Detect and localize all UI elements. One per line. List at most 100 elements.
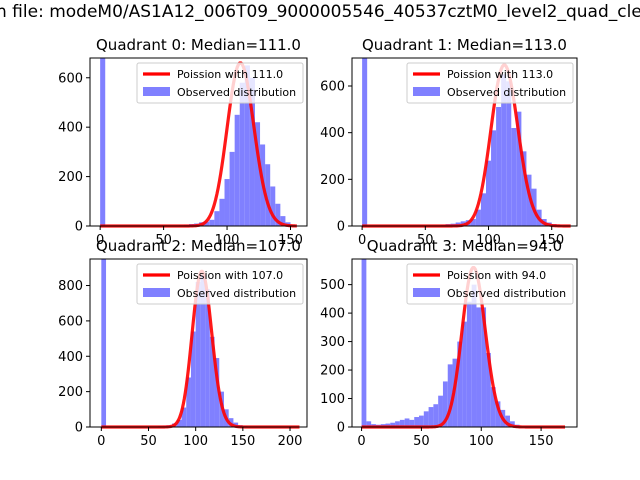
y-tick-label: 200 — [320, 173, 345, 188]
x-tick-label: 0 — [357, 434, 365, 449]
legend-fit-label: Poission with 94.0 — [447, 269, 546, 282]
legend-fit-label: Poission with 113.0 — [447, 68, 553, 81]
subplot-title: Quadrant 1: Median=113.0 — [362, 36, 567, 54]
histogram-bar — [366, 421, 372, 427]
y-tick-label: 400 — [320, 126, 345, 141]
histogram-bar — [100, 58, 106, 226]
histogram-bar — [361, 259, 367, 427]
histogram-bar — [480, 193, 486, 226]
histogram-bar — [229, 151, 235, 226]
y-tick-label: 100 — [320, 392, 345, 407]
histogram-bar — [521, 151, 527, 226]
histogram-bar — [447, 364, 453, 427]
histogram-bars — [361, 259, 520, 427]
histogram-bar — [462, 321, 467, 427]
y-tick-label: 400 — [58, 121, 83, 136]
x-tick-label: 50 — [417, 233, 434, 248]
y-tick-label: 0 — [337, 220, 345, 235]
histogram-bar — [219, 198, 225, 226]
histogram-bar — [471, 284, 477, 427]
histogram-bar — [433, 404, 439, 427]
histogram-bar — [204, 221, 210, 226]
y-tick-label: 200 — [58, 385, 83, 400]
legend: Poission with 107.0 Observed distribution — [136, 263, 304, 305]
histogram-bar — [101, 259, 107, 427]
subplot-title: Quadrant 3: Median=94.0 — [367, 237, 562, 255]
axes-frame — [351, 57, 578, 227]
histogram-bar — [209, 219, 215, 226]
y-tick-label: 500 — [320, 278, 345, 293]
histogram-bar — [205, 289, 210, 427]
histogram-bar — [234, 114, 240, 226]
x-tick-label: 200 — [278, 434, 303, 449]
y-tick-label: 200 — [58, 170, 83, 185]
legend-box — [406, 263, 574, 305]
histogram-bar — [442, 381, 448, 427]
y-tick-label: 300 — [320, 335, 345, 350]
y-tick-label: 800 — [58, 279, 83, 294]
legend-fit-label: Poission with 107.0 — [177, 269, 283, 282]
histogram-bar — [476, 307, 482, 427]
x-tick-label: 0 — [358, 233, 366, 248]
histogram-bar — [496, 107, 502, 226]
histogram-bar — [490, 387, 496, 427]
histogram-bar — [244, 65, 250, 226]
x-tick-label: 0 — [97, 434, 105, 449]
y-tick-label: 400 — [58, 350, 83, 365]
histogram-bar — [254, 122, 261, 226]
x-tick-label: 150 — [278, 233, 303, 248]
figure-suptitle: n file: modeM0/AS1A12_006T09_9000005546_… — [0, 2, 640, 22]
histogram-bar — [390, 422, 396, 427]
histogram-bar — [491, 130, 497, 226]
histogram-bar — [438, 395, 443, 427]
legend-hist-swatch — [143, 87, 170, 96]
legend-hist-label: Observed distribution — [177, 86, 296, 99]
histogram-bar — [214, 358, 220, 427]
x-tick-label: 0 — [96, 233, 104, 248]
legend-hist-swatch — [413, 288, 440, 297]
subplot-quadrant-1: 0 50 100 150 0 200 400 600 Quadrant 1: Median=11… — [320, 36, 578, 248]
histogram-bar — [186, 377, 191, 427]
x-tick-label: 50 — [413, 434, 430, 449]
legend-hist-swatch — [413, 87, 440, 96]
histogram-bar — [419, 415, 424, 427]
histogram-bar — [506, 81, 512, 226]
histogram-bar — [470, 219, 476, 226]
axes-frame — [351, 258, 578, 428]
histogram-bar — [181, 407, 187, 427]
y-tick-label: 600 — [58, 71, 83, 86]
legend-hist-label: Observed distribution — [177, 287, 296, 300]
histogram-bar — [270, 186, 276, 226]
histogram-bar — [423, 411, 429, 427]
x-tick-label: 150 — [539, 233, 564, 248]
subplot-title: Quadrant 2: Median=107.0 — [96, 237, 301, 255]
histogram-bar — [505, 415, 510, 427]
histogram-bar — [414, 417, 420, 427]
legend: Poission with 111.0 Observed distribution — [136, 62, 304, 104]
x-tick-label: 50 — [155, 233, 172, 248]
axes-frame — [89, 57, 308, 227]
histogram-bar — [200, 274, 206, 427]
histogram-bar — [495, 401, 501, 427]
legend-box — [136, 62, 304, 104]
legend-box — [406, 62, 574, 104]
x-tick-label: 100 — [215, 233, 240, 248]
legend: Poission with 113.0 Observed distribution — [406, 62, 574, 104]
y-tick-label: 0 — [75, 421, 83, 436]
histogram-bar — [280, 216, 286, 226]
histogram-bar — [501, 74, 507, 226]
histogram-bar — [362, 58, 368, 226]
histogram-bar — [399, 419, 405, 427]
histogram-bar — [239, 82, 245, 227]
subplot-quadrant-2: 0 50 100 150 200 0 200 400 600 800 Quadrant 2: Med… — [58, 237, 308, 449]
histogram-bar — [265, 164, 271, 226]
histogram-bar — [214, 211, 220, 226]
histogram-bar — [224, 179, 230, 226]
x-tick-label: 100 — [183, 434, 208, 449]
histogram-bar — [509, 421, 515, 427]
y-tick-label: 0 — [337, 421, 345, 436]
histogram-bar — [275, 203, 281, 226]
subplot-quadrant-3: 0 50 100 150 0 100 200 300 400 500 Quadrant 3: Med… — [320, 237, 578, 449]
x-tick-label: 100 — [476, 233, 501, 248]
